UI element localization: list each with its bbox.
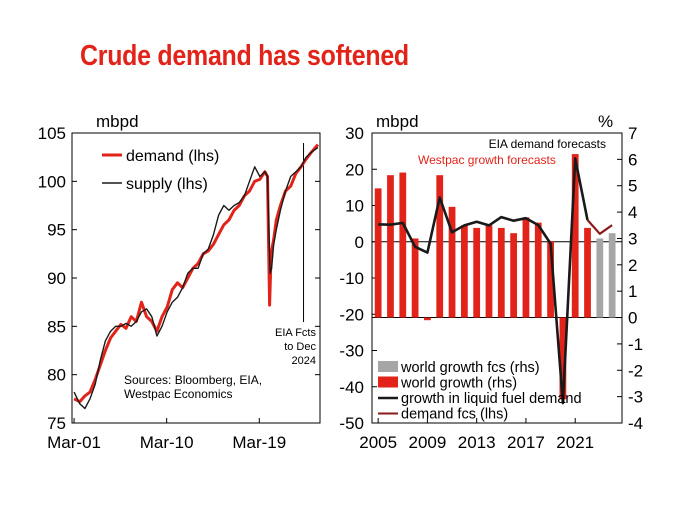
right-right-ytick-label: -2 [628,361,643,380]
left-ytick-label: 95 [47,221,66,240]
bar-world-growth [374,188,382,318]
right-xtick-label: 2017 [507,433,545,452]
legend-swatch [378,376,398,388]
legend-label: demand (lhs) [126,148,219,165]
forecast-annotation: to Dec [284,341,316,353]
legend-label: world growth fcs (rhs) [400,360,540,376]
right-chart: -50-40-30-20-100102030-4-3-2-101234567mb… [339,112,643,452]
left-ytick-label: 85 [47,317,66,336]
left-xtick-label: Mar-10 [140,433,194,452]
annotation-westpac: Westpac growth forecasts [418,153,556,167]
right-xtick-label: 2021 [556,433,594,452]
bar-world-growth [571,154,579,318]
bar-world-growth-fcs [596,238,604,318]
left-xtick-label: Mar-01 [47,433,101,452]
right-left-ytick-label: -10 [339,269,364,288]
right-xtick-label: 2005 [359,433,397,452]
right-right-ytick-label: 2 [628,256,637,275]
right-left-ytick-label: -40 [339,378,364,397]
bar-world-growth [411,238,419,318]
right-right-ytick-label: 0 [628,309,637,328]
right-right-ytick-label: 4 [628,203,637,222]
bar-world-growth [510,233,518,318]
bar-world-growth [448,206,456,318]
right-left-ytick-label: 20 [345,160,364,179]
left-xtick-label: Mar-19 [232,433,286,452]
bar-world-growth [473,227,481,318]
left-ytick-label: 75 [47,414,66,433]
right-left-ytick-label: -50 [339,414,364,433]
bar-world-growth [424,317,431,321]
right-right-ytick-label: -4 [628,414,643,433]
series-line-liquid-fuel-demand [378,157,589,405]
series-line-demand-fcs [586,219,613,235]
right-right-ytick-label: 6 [628,150,637,169]
bar-world-growth [387,175,394,318]
left-chart: 75 80 85 90 95 100 105 mbpd Mar-01 Mar-10 Mar-19 EI… [38,112,321,452]
right-left-ytick-label: 10 [345,197,364,216]
right-right-ytick-label: 1 [628,282,637,301]
legend-swatch [378,361,398,372]
right-left-ytick-label: 30 [345,124,364,143]
bar-world-growth [485,225,493,318]
left-ytick-label: 80 [47,366,66,385]
bar-world-growth [399,172,407,318]
left-ytick-label: 105 [38,124,66,143]
legend-label: demand fcs (lhs) [401,407,508,423]
right-right-ytick-label: 7 [628,124,637,143]
right-right-ytick-label: 5 [628,177,637,196]
legend-label: growth in liquid fuel demand [401,391,582,407]
left-ytick-label: 100 [38,172,66,191]
bar-world-growth [460,225,468,318]
right-left-ytick-label: 0 [355,233,364,252]
right-right-ylabel: % [598,112,613,131]
bar-world-growth [584,227,591,318]
legend-label: world growth (rhs) [400,376,517,392]
right-left-ylabel: mbpd [376,112,419,131]
forecast-annotation: EIA Fcts [275,327,316,339]
right-xtick-label: 2009 [409,433,447,452]
right-right-ytick-label: 3 [628,229,637,248]
forecast-annotation: 2024 [292,355,316,367]
bar-world-growth [497,227,505,318]
right-left-ytick-label: -20 [339,305,364,324]
bar-world-growth [522,217,530,318]
series-line-supply [73,146,319,410]
legend-label: supply (lhs) [126,176,208,193]
right-right-ytick-label: -1 [628,335,643,354]
left-ylabel: mbpd [96,112,139,131]
right-right-ytick-label: -3 [628,388,643,407]
bar-world-growth [559,317,567,400]
bar-world-growth [534,222,542,318]
bar-world-growth [436,175,444,318]
annotation-eia: EIA demand forecasts [489,137,606,151]
right-left-ytick-label: -30 [339,342,364,361]
bar-world-growth [547,241,554,318]
source-note: Sources: Bloomberg, EIA, [124,373,262,387]
left-ytick-label: 90 [47,269,66,288]
bar-world-growth-fcs [608,233,616,318]
source-note: Westpac Economics [124,387,233,401]
right-xtick-label: 2013 [458,433,496,452]
chart-title: Crude demand has softened [80,40,409,72]
